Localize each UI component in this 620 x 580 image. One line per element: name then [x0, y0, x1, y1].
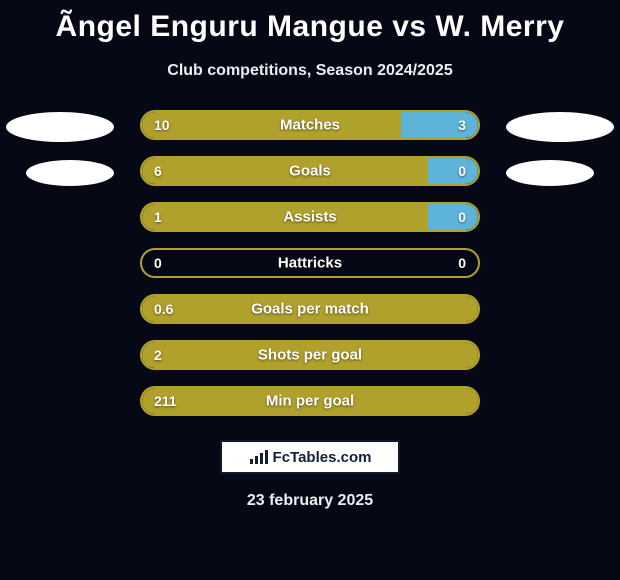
stat-bar: 103Matches: [140, 110, 480, 140]
stat-bar: 2Shots per goal: [140, 340, 480, 370]
stat-bar-right-fill: [401, 112, 478, 138]
comparison-chart: 103Matches 60Goals 10Assists 0 0Hattricks 0.6…: [0, 110, 620, 416]
stat-bar-left-fill: [142, 204, 428, 230]
stat-bar-left-fill: [142, 158, 428, 184]
stat-bar-left-fill: [142, 342, 478, 368]
stat-bars-container: 103Matches 60Goals 10Assists 0 0Hattricks 0.6…: [140, 110, 480, 416]
chart-ascending-icon: [249, 449, 269, 465]
stat-bar-right-fill: [428, 204, 478, 230]
stat-bar-left-fill: [142, 388, 478, 414]
player2-avatar-placeholder-bottom: [506, 160, 594, 186]
branding-badge: FcTables.com: [220, 440, 400, 474]
player2-avatar-placeholder-top: [506, 112, 614, 142]
stat-bar-left-fill: [142, 296, 478, 322]
player1-avatar-placeholder-bottom: [26, 160, 114, 186]
stat-label: Hattricks: [142, 255, 478, 272]
stat-bar-right-fill: [428, 158, 478, 184]
stat-bar: 211Min per goal: [140, 386, 480, 416]
stat-bar: 60Goals: [140, 156, 480, 186]
player1-avatar-placeholder-top: [6, 112, 114, 142]
footer-date: 23 february 2025: [0, 492, 620, 510]
stat-bar: 10Assists: [140, 202, 480, 232]
page-title: Ãngel Enguru Mangue vs W. Merry: [0, 0, 620, 44]
stat-bar: 0 0Hattricks: [140, 248, 480, 278]
stat-value-right: 0: [458, 255, 466, 271]
branding-text: FcTables.com: [273, 449, 372, 466]
stat-value-left: 0: [154, 255, 162, 271]
stat-bar: 0.6Goals per match: [140, 294, 480, 324]
page-subtitle: Club competitions, Season 2024/2025: [0, 62, 620, 80]
stat-bar-left-fill: [142, 112, 401, 138]
